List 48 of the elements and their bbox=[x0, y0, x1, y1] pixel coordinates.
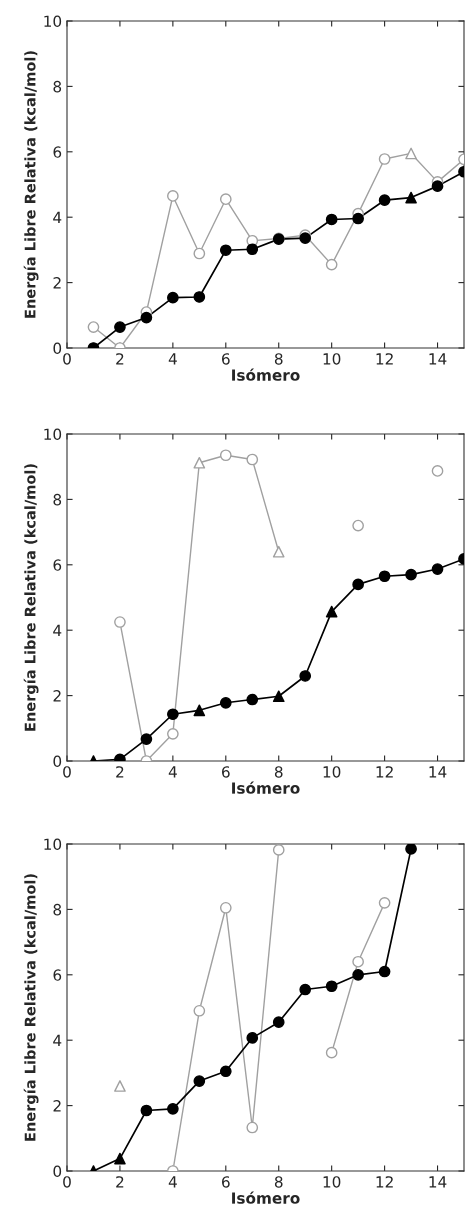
y-tick-label: 4 bbox=[53, 211, 62, 223]
y-tick-label: 10 bbox=[44, 838, 62, 851]
x-tick-label: 2 bbox=[116, 1176, 124, 1188]
x-tick-label: 12 bbox=[376, 1176, 393, 1188]
x-tick-label: 0 bbox=[63, 1176, 71, 1188]
y-tick-label: 2 bbox=[53, 277, 61, 289]
x-tick-label: 10 bbox=[323, 353, 341, 365]
y-tick-label: 6 bbox=[53, 559, 62, 571]
x-tick-label: 0 bbox=[63, 766, 71, 778]
x-tick-label: 10 bbox=[323, 1176, 341, 1188]
x-tick-label: 14 bbox=[429, 1176, 447, 1188]
y-tick-label: 4 bbox=[53, 624, 62, 636]
x-axis-title: Isómero bbox=[232, 1191, 300, 1204]
y-axis-title: Energía Libre Relativa (kcal/mol) bbox=[23, 874, 39, 1141]
x-tick-label: 0 bbox=[63, 353, 71, 365]
y-tick-label: 6 bbox=[53, 969, 62, 981]
x-tick-label: 6 bbox=[222, 1176, 230, 1188]
y-tick-label: 8 bbox=[53, 903, 62, 916]
x-tick-label: 4 bbox=[168, 766, 177, 778]
x-tick-label: 6 bbox=[222, 766, 230, 778]
y-tick-label: 6 bbox=[53, 146, 62, 158]
y-tick-label: 0 bbox=[53, 1165, 62, 1178]
y-tick-label: 10 bbox=[44, 428, 62, 441]
y-tick-label: 0 bbox=[53, 755, 62, 768]
x-tick-label: 14 bbox=[429, 353, 447, 365]
x-tick-label: 8 bbox=[274, 353, 283, 365]
x-tick-label: 10 bbox=[323, 766, 341, 778]
x-tick-label: 4 bbox=[168, 1176, 177, 1188]
x-tick-label: 6 bbox=[222, 353, 230, 365]
x-tick-label: 12 bbox=[376, 766, 393, 778]
x-tick-label: 4 bbox=[168, 353, 177, 365]
y-tick-label: 8 bbox=[53, 493, 62, 506]
x-tick-label: 2 bbox=[116, 766, 124, 778]
y-axis-title: Energía Libre Relativa (kcal/mol) bbox=[23, 464, 39, 731]
x-axis-title: Isómero bbox=[232, 781, 300, 794]
x-tick-label: 12 bbox=[376, 353, 393, 365]
y-tick-label: 2 bbox=[53, 690, 61, 702]
y-tick-label: 8 bbox=[53, 80, 62, 93]
y-tick-label: 2 bbox=[53, 1100, 61, 1112]
x-tick-label: 14 bbox=[429, 766, 447, 778]
x-tick-label: 8 bbox=[274, 766, 283, 778]
x-tick-label: 2 bbox=[116, 353, 124, 365]
y-tick-label: 4 bbox=[53, 1034, 62, 1046]
y-tick-label: 10 bbox=[44, 15, 62, 28]
y-axis-title: Energía Libre Relativa (kcal/mol) bbox=[23, 51, 39, 318]
y-tick-label: 0 bbox=[53, 342, 62, 355]
x-tick-label: 8 bbox=[274, 1176, 283, 1188]
x-axis-title: Isómero bbox=[232, 368, 300, 381]
